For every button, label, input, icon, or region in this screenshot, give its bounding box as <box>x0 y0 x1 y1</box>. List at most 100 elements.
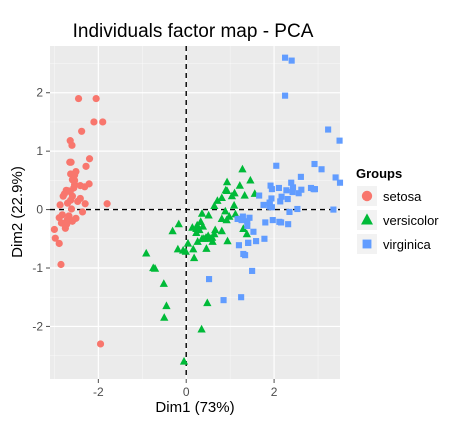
setosa-point <box>56 201 64 209</box>
setosa-point <box>67 205 76 213</box>
setosa-point <box>71 171 79 179</box>
virginica-point <box>253 238 260 245</box>
y-tick-label: 1 <box>36 144 43 158</box>
setosa-point <box>65 212 73 220</box>
legend-label-setosa: setosa <box>383 189 422 204</box>
virginica-point <box>294 205 301 213</box>
versicolor-point <box>242 229 251 238</box>
legend: Groups setosa versicolor virginica <box>356 166 439 254</box>
setosa-point <box>68 141 76 149</box>
virginica-point <box>273 162 280 169</box>
setosa-point <box>57 219 66 227</box>
virginica-point <box>244 218 251 225</box>
virginica-point <box>246 214 253 221</box>
virginica-point <box>330 206 337 213</box>
virginica-point <box>298 186 305 193</box>
versicolor-point <box>223 236 232 245</box>
virginica-point <box>310 186 317 193</box>
versicolor-point <box>197 209 207 217</box>
virginica-point <box>285 221 292 228</box>
virginica-point <box>239 213 246 220</box>
virginica-point <box>311 160 318 168</box>
legend-title: Groups <box>356 166 402 181</box>
virginica-point <box>278 193 285 200</box>
virginica-point <box>318 166 325 173</box>
virginica-point <box>286 208 293 215</box>
data-points <box>50 54 344 365</box>
versicolor-point <box>217 226 226 235</box>
setosa-point <box>76 194 84 203</box>
versicolor-point <box>221 185 230 194</box>
setosa-point <box>66 158 74 166</box>
setosa-point <box>103 200 111 208</box>
versicolor-point <box>246 175 255 184</box>
versicolor-point <box>211 225 220 234</box>
virginica-point <box>278 219 285 226</box>
x-tick-label: 0 <box>183 385 190 399</box>
setosa-point <box>71 176 79 184</box>
versicolor-point <box>204 210 213 219</box>
setosa-point <box>58 211 66 219</box>
chart-title: Individuals factor map - PCA <box>73 21 314 42</box>
virginica-point <box>238 217 245 224</box>
versicolor-point <box>199 234 208 242</box>
virginica-point <box>283 187 290 194</box>
versicolor-point <box>183 238 193 247</box>
virginica-point <box>260 201 267 208</box>
virginica-point <box>288 57 295 64</box>
legend-key-versicolor <box>361 213 373 225</box>
setosa-point <box>82 162 90 170</box>
setosa-point <box>78 208 87 216</box>
virginica-point <box>277 198 284 205</box>
versicolor-point <box>222 177 232 186</box>
virginica-point <box>289 188 296 196</box>
versicolor-point <box>217 214 226 223</box>
setosa-point <box>50 225 58 234</box>
virginica-point <box>295 190 302 197</box>
virginica-point <box>249 267 256 274</box>
virginica-point <box>220 297 227 304</box>
versicolor-point <box>189 253 199 262</box>
virginica-point <box>289 184 297 191</box>
virginica-point <box>262 219 269 226</box>
versicolor-point <box>239 224 248 232</box>
versicolor-point <box>240 191 249 199</box>
versicolor-point <box>227 191 237 200</box>
versicolor-point <box>173 244 183 253</box>
y-tick-label: 0 <box>36 203 43 217</box>
versicolor-point <box>142 248 151 257</box>
versicolor-point <box>203 298 212 307</box>
plot-panel <box>50 46 340 379</box>
virginica-point <box>266 199 273 206</box>
setosa-point <box>96 340 105 348</box>
virginica-point <box>268 186 275 193</box>
virginica-point <box>282 92 289 99</box>
y-tick-label: -2 <box>32 319 43 333</box>
virginica-point <box>256 192 263 199</box>
setosa-point <box>60 190 69 198</box>
versicolor-point <box>162 301 171 310</box>
versicolor-point <box>197 324 206 333</box>
versicolor-point <box>150 264 160 272</box>
setosa-point <box>68 192 77 200</box>
virginica-point <box>288 179 295 186</box>
virginica-point <box>336 137 343 144</box>
virginica-point <box>234 215 241 222</box>
versicolor-point <box>231 209 240 218</box>
virginica-point <box>261 235 268 242</box>
versicolor-point <box>179 356 189 365</box>
versicolor-point <box>174 219 183 228</box>
reference-lines <box>50 46 340 379</box>
setosa-point <box>68 217 77 225</box>
legend-label-virginica: virginica <box>383 237 431 252</box>
virginica-point <box>240 250 247 258</box>
virginica-point <box>235 242 242 249</box>
virginica-point <box>238 294 245 301</box>
virginica-point <box>332 174 339 181</box>
y-axis-title: Dim2 (22.9%) <box>9 166 26 258</box>
versicolor-point <box>221 206 230 215</box>
virginica-point <box>244 222 251 229</box>
versicolor-point <box>188 223 197 231</box>
setosa-point <box>51 234 59 242</box>
